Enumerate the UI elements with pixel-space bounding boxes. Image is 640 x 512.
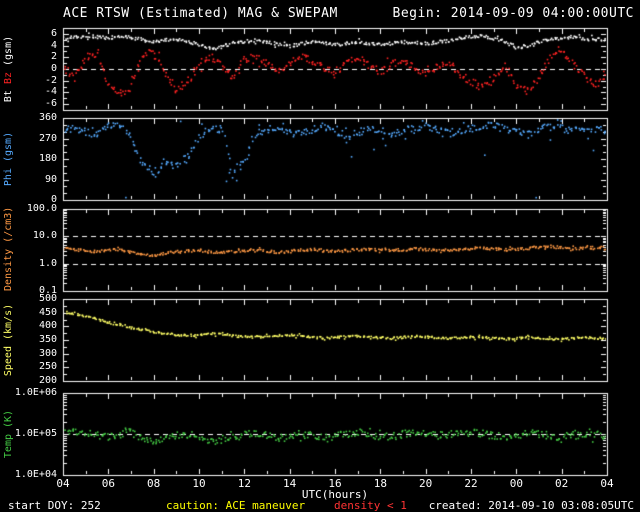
y-tick-label: -2 [44,74,57,86]
y-tick-label: 270 [38,132,57,144]
created-time-label: created: 2014-09-10 03:08:05UTC [428,499,634,512]
y-tick-label: 100.0 [26,203,57,214]
y-tick-label: 200 [38,375,57,386]
begin-time-label: Begin: 2014-09-09 04:00:00UTC [392,6,634,21]
y-tick-label: 4 [50,39,57,51]
y-axis-label-part: Phi [3,168,14,187]
y-axis-label-part: Speed [3,346,14,377]
y-axis-label-part: (km/s) [3,303,14,347]
y-tick-label: 0.1 [38,285,57,296]
y-tick-label: 250 [38,361,57,373]
y-axis-label-part: Bz [3,72,14,91]
y-tick-label: 90 [44,173,57,185]
y-axis-label-part: Density [3,248,14,291]
y-tick-label: 0 [50,63,57,74]
x-tick-label: 04 [56,477,70,490]
y-tick-label: 1.0 [38,257,57,269]
x-axis-label: UTC(hours) [301,488,369,501]
y-axis-label-part: (gsm) [3,35,14,73]
x-tick-label: 06 [101,477,115,490]
caution-label: caution: ACE maneuver [166,499,306,512]
y-tick-label: 350 [38,334,57,345]
y-tick-label: 1.0E+06 [14,387,57,398]
x-tick-label: 18 [373,477,387,490]
y-tick-label: 400 [38,320,57,332]
y-tick-label: 0 [50,194,57,205]
x-tick-label: 22 [464,477,478,490]
y-tick-label: 500 [38,293,57,304]
y-tick-label: -6 [44,98,57,110]
x-tick-label: 10 [192,477,206,490]
panel-y-axis-label: Temp (K) [3,393,15,475]
y-tick-label: 180 [38,153,57,164]
plot-title: ACE RTSW (Estimated) MAG & SWEPAM [63,6,338,21]
y-tick-label: 360 [38,112,57,123]
y-axis-label-part: Bt [3,90,14,103]
x-tick-label: 00 [509,477,523,490]
x-tick-label: 14 [283,477,297,490]
y-tick-label: 300 [38,347,57,359]
y-tick-label: -4 [44,86,57,98]
y-axis-label-part: (/cm3) [3,206,14,249]
panel-y-axis-label: Speed (km/s) [3,299,15,381]
y-axis-label-part: (K) [3,409,14,434]
y-tick-label: 1.0E+05 [14,428,57,439]
y-axis-label-part: Temp [3,434,14,459]
y-tick-label: 6 [50,27,57,39]
y-axis-label-part: (gsm) [3,131,14,169]
x-tick-label: 20 [419,477,433,490]
y-tick-label: 450 [38,306,57,318]
y-tick-label: 1.0E+04 [14,469,57,480]
density-warning-label: density < 1 [334,499,407,512]
panel-y-axis-label: Bt Bz (gsm) [3,28,15,110]
x-tick-label: 16 [328,477,342,490]
y-tick-label: 2 [50,51,57,63]
x-tick-label: 08 [147,477,161,490]
y-tick-label: 10.0 [32,230,57,242]
x-tick-label: 12 [237,477,251,490]
panel-y-axis-label: Density (/cm3) [3,206,15,291]
panel-y-axis-label: Phi (gsm) [3,118,15,200]
x-tick-label: 02 [555,477,569,490]
x-tick-label: 04 [600,477,614,490]
start-doy-label: start DOY: 252 [8,499,101,512]
